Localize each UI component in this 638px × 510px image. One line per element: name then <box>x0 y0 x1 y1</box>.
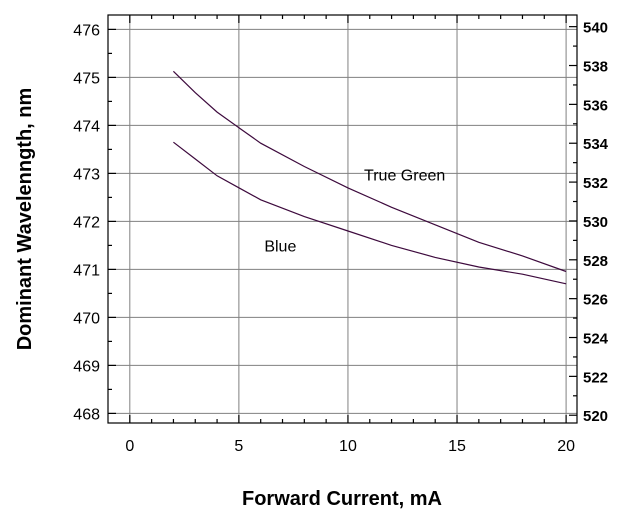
y2-tick-label: 522 <box>583 369 608 386</box>
y-axis-title: Dominant Wavelenngth, nm <box>14 88 36 351</box>
y2-tick-label: 536 <box>583 97 608 114</box>
y-tick-label: 470 <box>73 310 100 327</box>
y-tick-label: 476 <box>73 22 100 39</box>
y-tick-label: 474 <box>73 118 100 135</box>
y-tick-label: 472 <box>73 214 100 231</box>
y2-tick-label: 540 <box>583 20 608 37</box>
annotation-blue: Blue <box>264 238 296 255</box>
y2-tick-label: 520 <box>583 408 608 425</box>
x-tick-label: 10 <box>339 438 357 455</box>
y-tick-labels-left: 468 469 470 471 472 473 474 475 476 <box>73 22 100 423</box>
y2-tick-label: 524 <box>583 331 609 348</box>
x-tick-label: 15 <box>448 438 466 455</box>
annotation-true-green: True Green <box>364 167 445 184</box>
y-tick-label: 473 <box>73 166 100 183</box>
y2-tick-label: 530 <box>583 214 608 231</box>
y2-tick-label: 532 <box>583 175 608 192</box>
y2-tick-label: 534 <box>583 136 609 153</box>
grid-lines <box>108 15 577 423</box>
y-tick-label: 469 <box>73 358 100 375</box>
x-tick-labels: 0 5 10 15 20 <box>125 438 575 455</box>
y-tick-label: 471 <box>73 262 100 279</box>
y-tick-label: 475 <box>73 70 100 87</box>
y-tick-labels-right: 520 522 524 526 528 530 532 534 536 538 540 <box>583 20 609 426</box>
x-tick-label: 0 <box>125 438 134 455</box>
y2-tick-label: 528 <box>583 253 608 270</box>
y2-tick-label: 538 <box>583 59 608 76</box>
x-tick-label: 5 <box>234 438 243 455</box>
series-line-true-green <box>172 70 567 273</box>
x-axis-title: Forward Current, mA <box>242 488 442 510</box>
y2-tick-label: 526 <box>583 292 608 309</box>
y-tick-label: 468 <box>73 406 100 423</box>
series-lines <box>172 70 567 285</box>
series-line-blue <box>173 141 567 285</box>
plot-frame <box>107 14 578 424</box>
annotations: True Green Blue <box>264 167 445 255</box>
tick-marks <box>108 15 577 423</box>
x-tick-label: 20 <box>557 438 575 455</box>
